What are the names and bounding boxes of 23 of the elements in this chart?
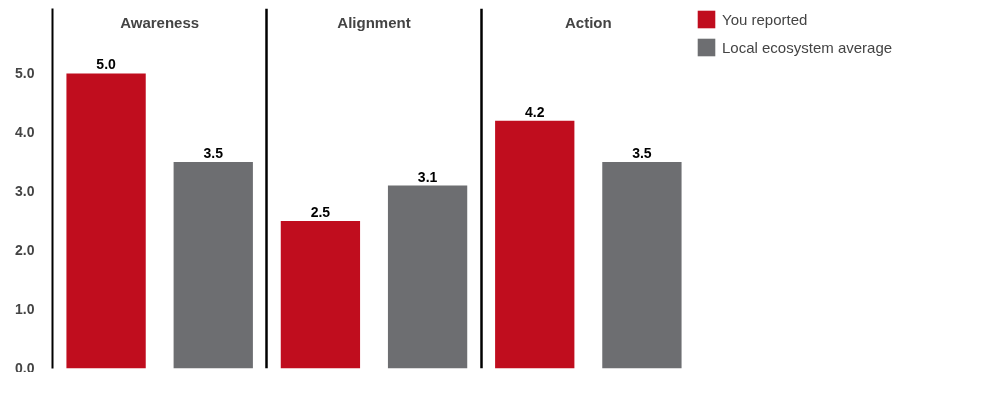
y-tick-label: 1.0 — [15, 301, 35, 318]
data-label: 4.2 — [525, 103, 545, 120]
data-label: 3.5 — [632, 144, 652, 161]
y-tick-label: 3.0 — [15, 183, 35, 200]
data-label: 3.5 — [203, 144, 224, 161]
bar — [495, 120, 575, 369]
y-tick-label: 5.0 — [15, 65, 35, 82]
y-tick-label: 2.0 — [15, 242, 35, 259]
bar — [173, 161, 253, 369]
bar — [602, 161, 682, 369]
bar — [66, 73, 146, 369]
data-label: 5.0 — [96, 56, 117, 73]
x-tick-label: Action — [565, 13, 612, 31]
legend-label: You reported — [722, 10, 808, 28]
x-tick-label: Awareness — [120, 13, 200, 31]
y-tick-label: 4.0 — [15, 124, 35, 141]
x-tick-label: Alignment — [337, 13, 411, 31]
data-label: 2.5 — [310, 203, 331, 220]
bar — [280, 220, 361, 369]
data-label: 3.1 — [417, 168, 438, 185]
y-tick-label: 0.0 — [15, 359, 35, 376]
legend-label: Local ecosystem average — [722, 38, 893, 56]
bar — [387, 185, 468, 369]
